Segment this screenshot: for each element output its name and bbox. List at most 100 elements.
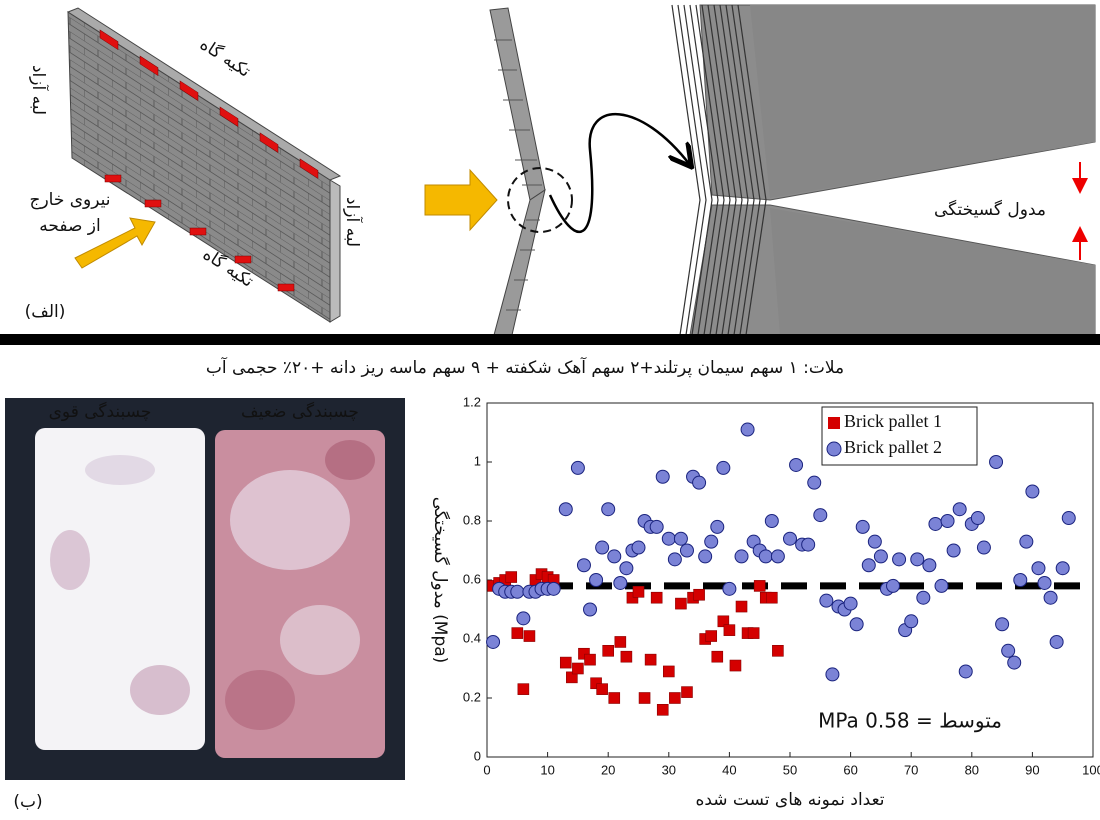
point <box>649 519 664 534</box>
legend-marker <box>826 441 842 457</box>
point <box>976 540 991 555</box>
caption: ملات: ۱ سهم سیمان پرتلند+۲ سهم آهک شکفته… <box>206 356 844 378</box>
y-tick-label: 0 <box>474 748 481 763</box>
point <box>807 475 822 490</box>
point <box>1061 511 1076 526</box>
point <box>789 457 804 472</box>
point <box>590 677 602 690</box>
y-tick-label: 0.2 <box>463 689 481 704</box>
point <box>572 662 584 675</box>
point <box>934 578 949 593</box>
point <box>566 671 578 684</box>
point <box>1043 590 1058 605</box>
point <box>735 600 748 613</box>
x-tick-label: 80 <box>965 762 979 777</box>
point <box>758 549 773 564</box>
force-label: از صفحه <box>39 216 100 236</box>
point <box>505 571 518 583</box>
x-tick-label: 60 <box>843 762 857 777</box>
point <box>619 561 634 576</box>
point <box>516 611 531 626</box>
point <box>595 540 610 555</box>
point <box>753 580 766 592</box>
point <box>770 549 785 564</box>
point <box>722 581 737 596</box>
point <box>892 552 907 567</box>
crack-detail <box>671 4 1096 336</box>
point <box>607 549 622 564</box>
point <box>523 630 536 642</box>
point <box>849 617 864 632</box>
point <box>669 692 681 704</box>
point <box>729 659 742 672</box>
point <box>952 502 967 517</box>
point <box>916 590 931 605</box>
point <box>772 644 784 657</box>
x-tick-label: 20 <box>601 762 615 777</box>
point <box>584 653 596 666</box>
mean-label: متوسط = 0.58 MPa <box>818 709 1002 733</box>
x-tick-label: 100 <box>1082 762 1100 777</box>
legend-box <box>821 406 978 466</box>
point <box>843 596 858 611</box>
point <box>995 617 1010 632</box>
point <box>861 558 876 573</box>
point <box>1019 534 1034 549</box>
y-tick-label: 0.4 <box>463 630 481 645</box>
legend-marker <box>828 417 840 429</box>
x-axis-label: تعداد نمونه های تست شده <box>695 790 884 810</box>
legend-label: Brick pallet 1 <box>844 411 942 431</box>
x-tick-label: 0 <box>483 762 490 777</box>
point <box>681 686 693 698</box>
point <box>928 516 943 531</box>
point <box>801 537 816 552</box>
point <box>517 683 530 695</box>
point <box>698 549 713 564</box>
y-tick-label: 1 <box>474 453 481 468</box>
x-tick-label: 10 <box>540 762 554 777</box>
point <box>596 683 608 695</box>
photo-label: چسبندگی ضعیف <box>241 401 359 422</box>
point <box>1031 561 1046 576</box>
point <box>486 634 501 649</box>
point <box>644 653 657 666</box>
point <box>692 475 707 490</box>
point <box>705 630 718 642</box>
point <box>1037 575 1052 590</box>
point <box>662 665 675 678</box>
y-tick-label: 1.2 <box>463 394 481 409</box>
plot-frame <box>486 402 1094 758</box>
point <box>1055 561 1070 576</box>
x-tick-label: 90 <box>1025 762 1039 777</box>
point <box>989 455 1004 469</box>
point <box>608 692 621 704</box>
point <box>711 650 724 663</box>
point <box>656 703 669 716</box>
point <box>1049 634 1064 649</box>
free-edge-label: لبه آزاد <box>28 65 50 115</box>
point <box>511 627 524 639</box>
rupture-label: مدول گسیختگی <box>934 199 1046 220</box>
point <box>632 585 645 598</box>
point <box>946 543 961 558</box>
point <box>631 540 646 555</box>
separator <box>0 334 1100 345</box>
point <box>970 511 985 526</box>
point <box>747 627 760 639</box>
point <box>723 624 736 636</box>
support-label: تکیه گاه <box>196 34 255 82</box>
point <box>855 519 870 534</box>
point <box>1025 484 1040 499</box>
point <box>904 614 919 629</box>
point <box>638 692 651 704</box>
point <box>626 591 639 604</box>
point <box>570 460 585 475</box>
point <box>958 664 973 679</box>
point <box>813 508 828 523</box>
point <box>661 531 676 546</box>
point <box>546 581 561 596</box>
point <box>940 514 955 528</box>
point <box>620 650 633 663</box>
point <box>578 647 590 660</box>
